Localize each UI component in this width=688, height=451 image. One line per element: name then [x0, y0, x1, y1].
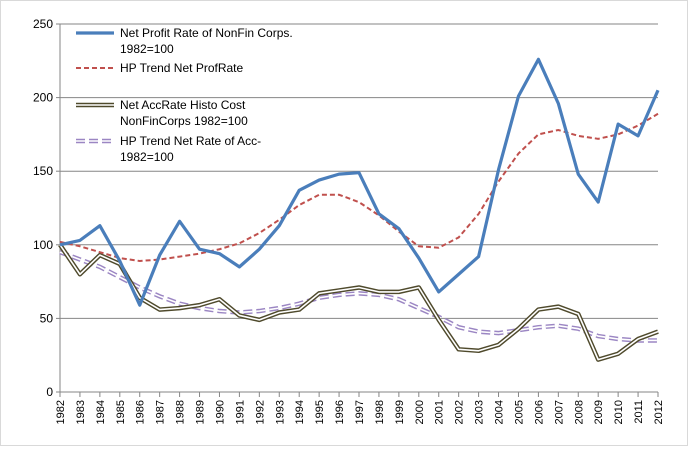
x-tick-label: 1983 — [75, 400, 87, 424]
x-tick-label: 1997 — [354, 400, 366, 424]
series-lines — [58, 57, 660, 362]
x-tick-label: 1995 — [314, 400, 326, 424]
x-tick-label: 1986 — [135, 400, 147, 424]
y-tick-label: 0 — [46, 385, 53, 399]
series-3 — [59, 250, 658, 343]
y-tick-label: 50 — [40, 311, 54, 325]
series-2 — [58, 243, 659, 362]
legend-label: Net Profit Rate of NonFin Corps. — [120, 26, 293, 40]
x-tick-label: 1993 — [274, 400, 286, 424]
legend-label: NonFinCorps 1982=100 — [120, 114, 248, 128]
legend-label: Net AccRate Histo Cost — [120, 98, 246, 112]
x-tick-label: 1998 — [374, 400, 386, 424]
x-tick-label: 1988 — [175, 400, 187, 424]
x-tick-label: 2004 — [494, 400, 506, 424]
x-tick-label: 2007 — [553, 400, 565, 424]
x-tick-label: 2000 — [414, 400, 426, 424]
x-tick-label: 1996 — [334, 400, 346, 424]
x-tick-label: 1990 — [214, 400, 226, 424]
x-tick-label: 2008 — [573, 400, 585, 424]
legend: Net Profit Rate of NonFin Corps. 1982=100… — [76, 26, 293, 164]
y-tick-label: 250 — [33, 17, 53, 31]
series-line — [59, 112, 659, 262]
x-tick-label: 2006 — [533, 400, 545, 424]
legend-label: 1982=100 — [120, 42, 174, 56]
x-tick-label: 1987 — [155, 400, 167, 424]
series-line — [59, 57, 660, 307]
x-tick-label: 2009 — [593, 400, 605, 424]
y-tick-label: 200 — [33, 91, 53, 105]
legend-label: HP Trend Net ProfRate — [120, 61, 243, 75]
x-tick-label: 1984 — [95, 400, 107, 424]
x-tick-label: 1994 — [294, 400, 306, 424]
x-tick-label: 2012 — [653, 400, 665, 424]
x-tick-label: 2003 — [474, 400, 486, 424]
legend-label: HP Trend Net Rate of Acc- — [120, 134, 261, 148]
x-tick-label: 2005 — [513, 400, 525, 424]
legend-item: HP Trend Net Rate of Acc- 1982=100 — [76, 134, 261, 164]
x-tick-label: 1989 — [195, 400, 207, 424]
x-tick-label: 1985 — [115, 400, 127, 424]
legend-item: HP Trend Net ProfRate — [76, 61, 243, 75]
x-tick-label: 1991 — [234, 400, 246, 424]
series-line-inner — [59, 251, 658, 342]
x-tick-label: 2002 — [454, 400, 466, 424]
x-tick-label: 1982 — [55, 400, 67, 424]
x-tick-label: 2010 — [613, 400, 625, 424]
y-tick-label: 150 — [33, 164, 53, 178]
series-1 — [59, 112, 659, 262]
axes: 0 50 100 150 200 250 1982 1983 1984 1985 1986 1987 1… — [33, 17, 665, 424]
x-tick-label: 2001 — [434, 400, 446, 424]
x-tick-label: 1999 — [394, 400, 406, 424]
legend-item: Net AccRate Histo Cost NonFinCorps 1982=1… — [76, 98, 248, 128]
legend-item: Net Profit Rate of NonFin Corps. 1982=100 — [76, 26, 293, 56]
series-0 — [59, 57, 660, 307]
series-line-inner — [59, 244, 659, 361]
gridlines — [60, 23, 658, 319]
x-tick-label: 2011 — [633, 400, 645, 424]
legend-label: 1982=100 — [120, 150, 174, 164]
x-tick-label: 1992 — [254, 400, 266, 424]
y-tick-label: 100 — [33, 238, 53, 252]
